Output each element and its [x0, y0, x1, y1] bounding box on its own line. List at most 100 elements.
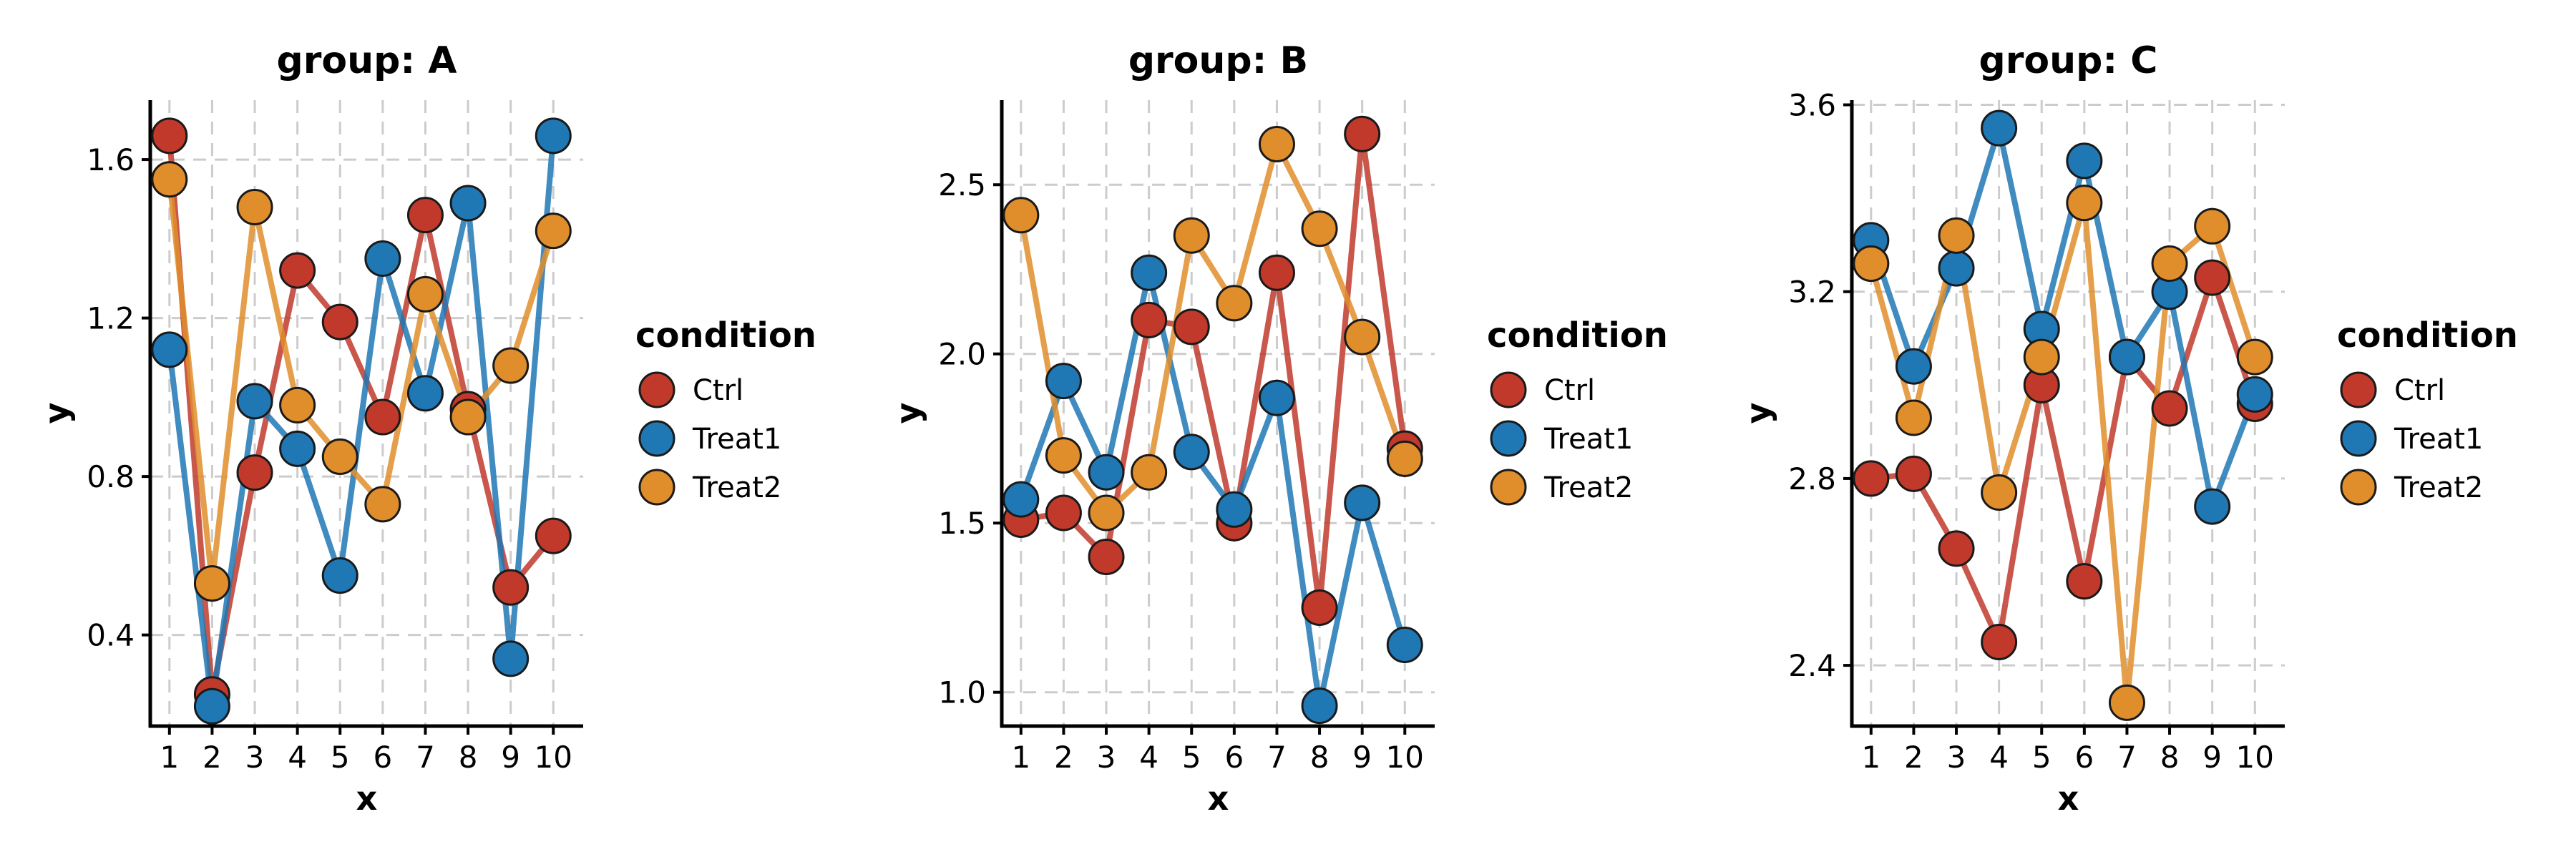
- legend-label-treat2: Treat2: [2394, 471, 2483, 504]
- legend-swatch-ctrl: [2340, 371, 2377, 408]
- x-tick-label: 9: [1352, 740, 1372, 775]
- y-tick-label: 1.2: [87, 301, 135, 336]
- data-point-treat2: [2236, 338, 2273, 376]
- data-point-ctrl: [2151, 390, 2188, 427]
- panel-2: 1 2 3 4 5 6 7 8 9 10 1.0 1.5 2.0 2.5 group: B x y conditi…: [889, 39, 1668, 818]
- data-point-treat2: [1258, 125, 1295, 162]
- legend-label-treat2: Treat2: [1543, 471, 1633, 504]
- data-point-treat1: [321, 557, 358, 594]
- data-point-ctrl: [492, 569, 530, 606]
- data-point-ctrl: [279, 252, 316, 289]
- y-tick-label: 0.4: [87, 618, 135, 653]
- data-point-treat2: [1173, 217, 1210, 254]
- data-point-treat1: [1301, 687, 1338, 725]
- data-point-ctrl: [1173, 308, 1210, 346]
- data-point-treat1: [151, 331, 188, 368]
- panel-title: group: B: [1128, 39, 1308, 82]
- y-tick-label: 0.8: [87, 459, 135, 494]
- data-point-treat1: [236, 383, 273, 420]
- x-tick-label: 3: [245, 740, 265, 775]
- data-point-treat2: [1981, 474, 2018, 511]
- panel-title: group: A: [277, 39, 457, 82]
- x-tick-label: 1: [1011, 740, 1030, 775]
- data-point-treat2: [1131, 454, 1168, 491]
- y-tick-label: 3.6: [1788, 88, 1836, 123]
- legend-swatch-ctrl: [638, 371, 675, 408]
- y-tick-label: 1.0: [938, 675, 986, 710]
- data-point-treat2: [1002, 197, 1040, 234]
- data-point-ctrl: [535, 517, 572, 554]
- data-point-treat1: [2236, 376, 2273, 413]
- x-tick-label: 2: [1054, 740, 1073, 775]
- data-point-treat2: [1895, 399, 1932, 436]
- data-point-treat1: [1002, 481, 1040, 518]
- data-point-treat1: [2066, 142, 2103, 180]
- x-tick-label: 8: [1310, 740, 1330, 775]
- data-point-treat1: [492, 640, 530, 677]
- data-point-treat1: [279, 430, 316, 467]
- series-line-ctrl: [1020, 131, 1408, 611]
- legend-label-ctrl: Ctrl: [693, 374, 743, 407]
- x-tick-label: 6: [2074, 740, 2094, 775]
- data-point-treat2: [2066, 185, 2103, 222]
- y-tick-label: 2.5: [938, 167, 986, 202]
- data-point-treat1: [1173, 434, 1210, 471]
- y-tick-label: 2.8: [1788, 461, 1836, 496]
- data-point-treat2: [236, 189, 273, 226]
- data-point-treat1: [1895, 348, 1932, 385]
- series-line-treat2: [1868, 200, 2258, 706]
- legend-label-treat2: Treat2: [692, 471, 781, 504]
- x-tick-label: 3: [1947, 740, 1966, 775]
- data-point-ctrl: [1131, 301, 1168, 338]
- panel-3: 1 2 3 4 5 6 7 8 9 10 2.4 2.8 3.2 3.6 group: C x y conditi…: [1739, 39, 2518, 818]
- x-tick-label: 1: [160, 740, 179, 775]
- series-line-treat2: [1018, 141, 1408, 516]
- x-tick-label: 7: [416, 740, 435, 775]
- panel-title: group: C: [1979, 39, 2158, 82]
- data-point-ctrl: [1088, 539, 1125, 576]
- data-point-treat2: [151, 161, 188, 198]
- y-tick-label: 1.6: [87, 142, 135, 177]
- series-line-ctrl: [1870, 275, 2258, 645]
- legend-swatch-treat2: [1490, 469, 1527, 506]
- data-point-treat2: [1386, 440, 1423, 477]
- x-tick-label: 10: [2236, 740, 2274, 775]
- x-tick-label: 6: [1224, 740, 1244, 775]
- x-tick-label: 2: [1904, 740, 1923, 775]
- x-axis-title: x: [1208, 779, 1229, 818]
- data-point-treat1: [1938, 250, 1975, 287]
- y-axis-title: y: [1739, 403, 1777, 424]
- data-point-ctrl: [1344, 115, 1381, 152]
- data-point-treat2: [2108, 684, 2145, 721]
- x-tick-label: 8: [2160, 740, 2180, 775]
- data-point-treat1: [1216, 491, 1253, 528]
- legend-swatch-treat1: [638, 420, 675, 457]
- data-point-ctrl: [1258, 254, 1295, 291]
- data-point-ctrl: [321, 303, 358, 341]
- x-tick-label: 5: [331, 740, 350, 775]
- data-point-treat2: [535, 212, 572, 250]
- y-tick-label: 2.4: [1788, 648, 1836, 683]
- x-tick-label: 6: [373, 740, 392, 775]
- data-point-treat2: [321, 438, 358, 475]
- legend-swatch-treat2: [638, 469, 675, 506]
- legend-title: condition: [1487, 315, 1668, 356]
- data-point-treat1: [1045, 363, 1082, 400]
- data-point-treat2: [449, 398, 487, 436]
- legend-title: condition: [635, 315, 816, 356]
- legend: condition Ctrl Treat1 Treat2: [2337, 315, 2518, 506]
- x-tick-label: 9: [501, 740, 520, 775]
- legend: condition Ctrl Treat1 Treat2: [635, 315, 816, 506]
- legend-label-ctrl: Ctrl: [1544, 374, 1595, 407]
- x-tick-label: 2: [203, 740, 222, 775]
- x-tick-label: 7: [2117, 740, 2137, 775]
- data-point-ctrl: [236, 454, 273, 491]
- data-point-treat2: [279, 386, 316, 423]
- x-axis-title: x: [2058, 779, 2079, 818]
- legend-label-treat1: Treat1: [692, 423, 781, 456]
- data-point-ctrl: [1895, 455, 1932, 492]
- series-line-ctrl: [166, 135, 556, 697]
- data-point-ctrl: [2066, 563, 2103, 600]
